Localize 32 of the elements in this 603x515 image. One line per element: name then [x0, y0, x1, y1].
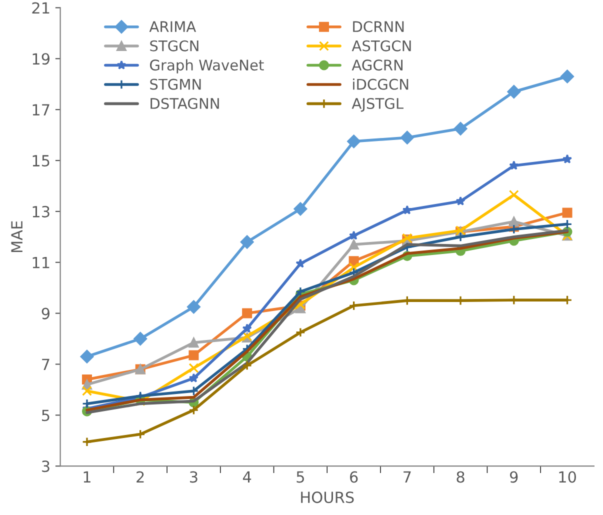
legend-label: DSTAGNN [150, 98, 219, 110]
y-axis-title: MAE [11, 221, 22, 252]
y-tick-label: 3 [42, 460, 50, 472]
x-tick-label: 6 [350, 471, 358, 483]
x-tick-label: 1 [84, 471, 90, 483]
y-tick-label: 9 [42, 308, 50, 320]
x-tick-label: 7 [404, 471, 411, 483]
x-tick-label: 2 [136, 471, 144, 483]
x-tick-label: 5 [296, 471, 304, 483]
y-tick-label: 17 [32, 104, 50, 116]
y-tick-label: 5 [42, 410, 50, 422]
legend-label: iDCGCN [353, 78, 408, 90]
x-tick-label: 10 [559, 471, 576, 483]
legend-label: STGMN [150, 78, 201, 90]
legend-label: DCRNN [353, 21, 404, 32]
legend-label: Graph WaveNet [150, 59, 264, 74]
y-tick-label: 13 [32, 206, 50, 218]
legend-label: ARIMA [149, 21, 196, 32]
x-axis-title: HOURS [301, 492, 354, 504]
y-tick-label: 11 [32, 257, 50, 268]
y-tick-label: 15 [32, 155, 50, 167]
x-tick-label: 3 [190, 471, 198, 483]
legend-label: ASTGCN [352, 40, 411, 52]
legend-label: STGCN [150, 40, 198, 52]
y-tick-label: 19 [32, 53, 50, 65]
x-tick-label: 9 [510, 471, 518, 483]
x-tick-label: 8 [456, 471, 464, 483]
x-tick-label: 4 [242, 471, 252, 483]
legend-label: AJSTGL [352, 98, 404, 112]
y-tick-label: 7 [42, 358, 50, 370]
legend-label: AGCRN [352, 60, 403, 71]
y-tick-label: 21 [32, 2, 50, 14]
